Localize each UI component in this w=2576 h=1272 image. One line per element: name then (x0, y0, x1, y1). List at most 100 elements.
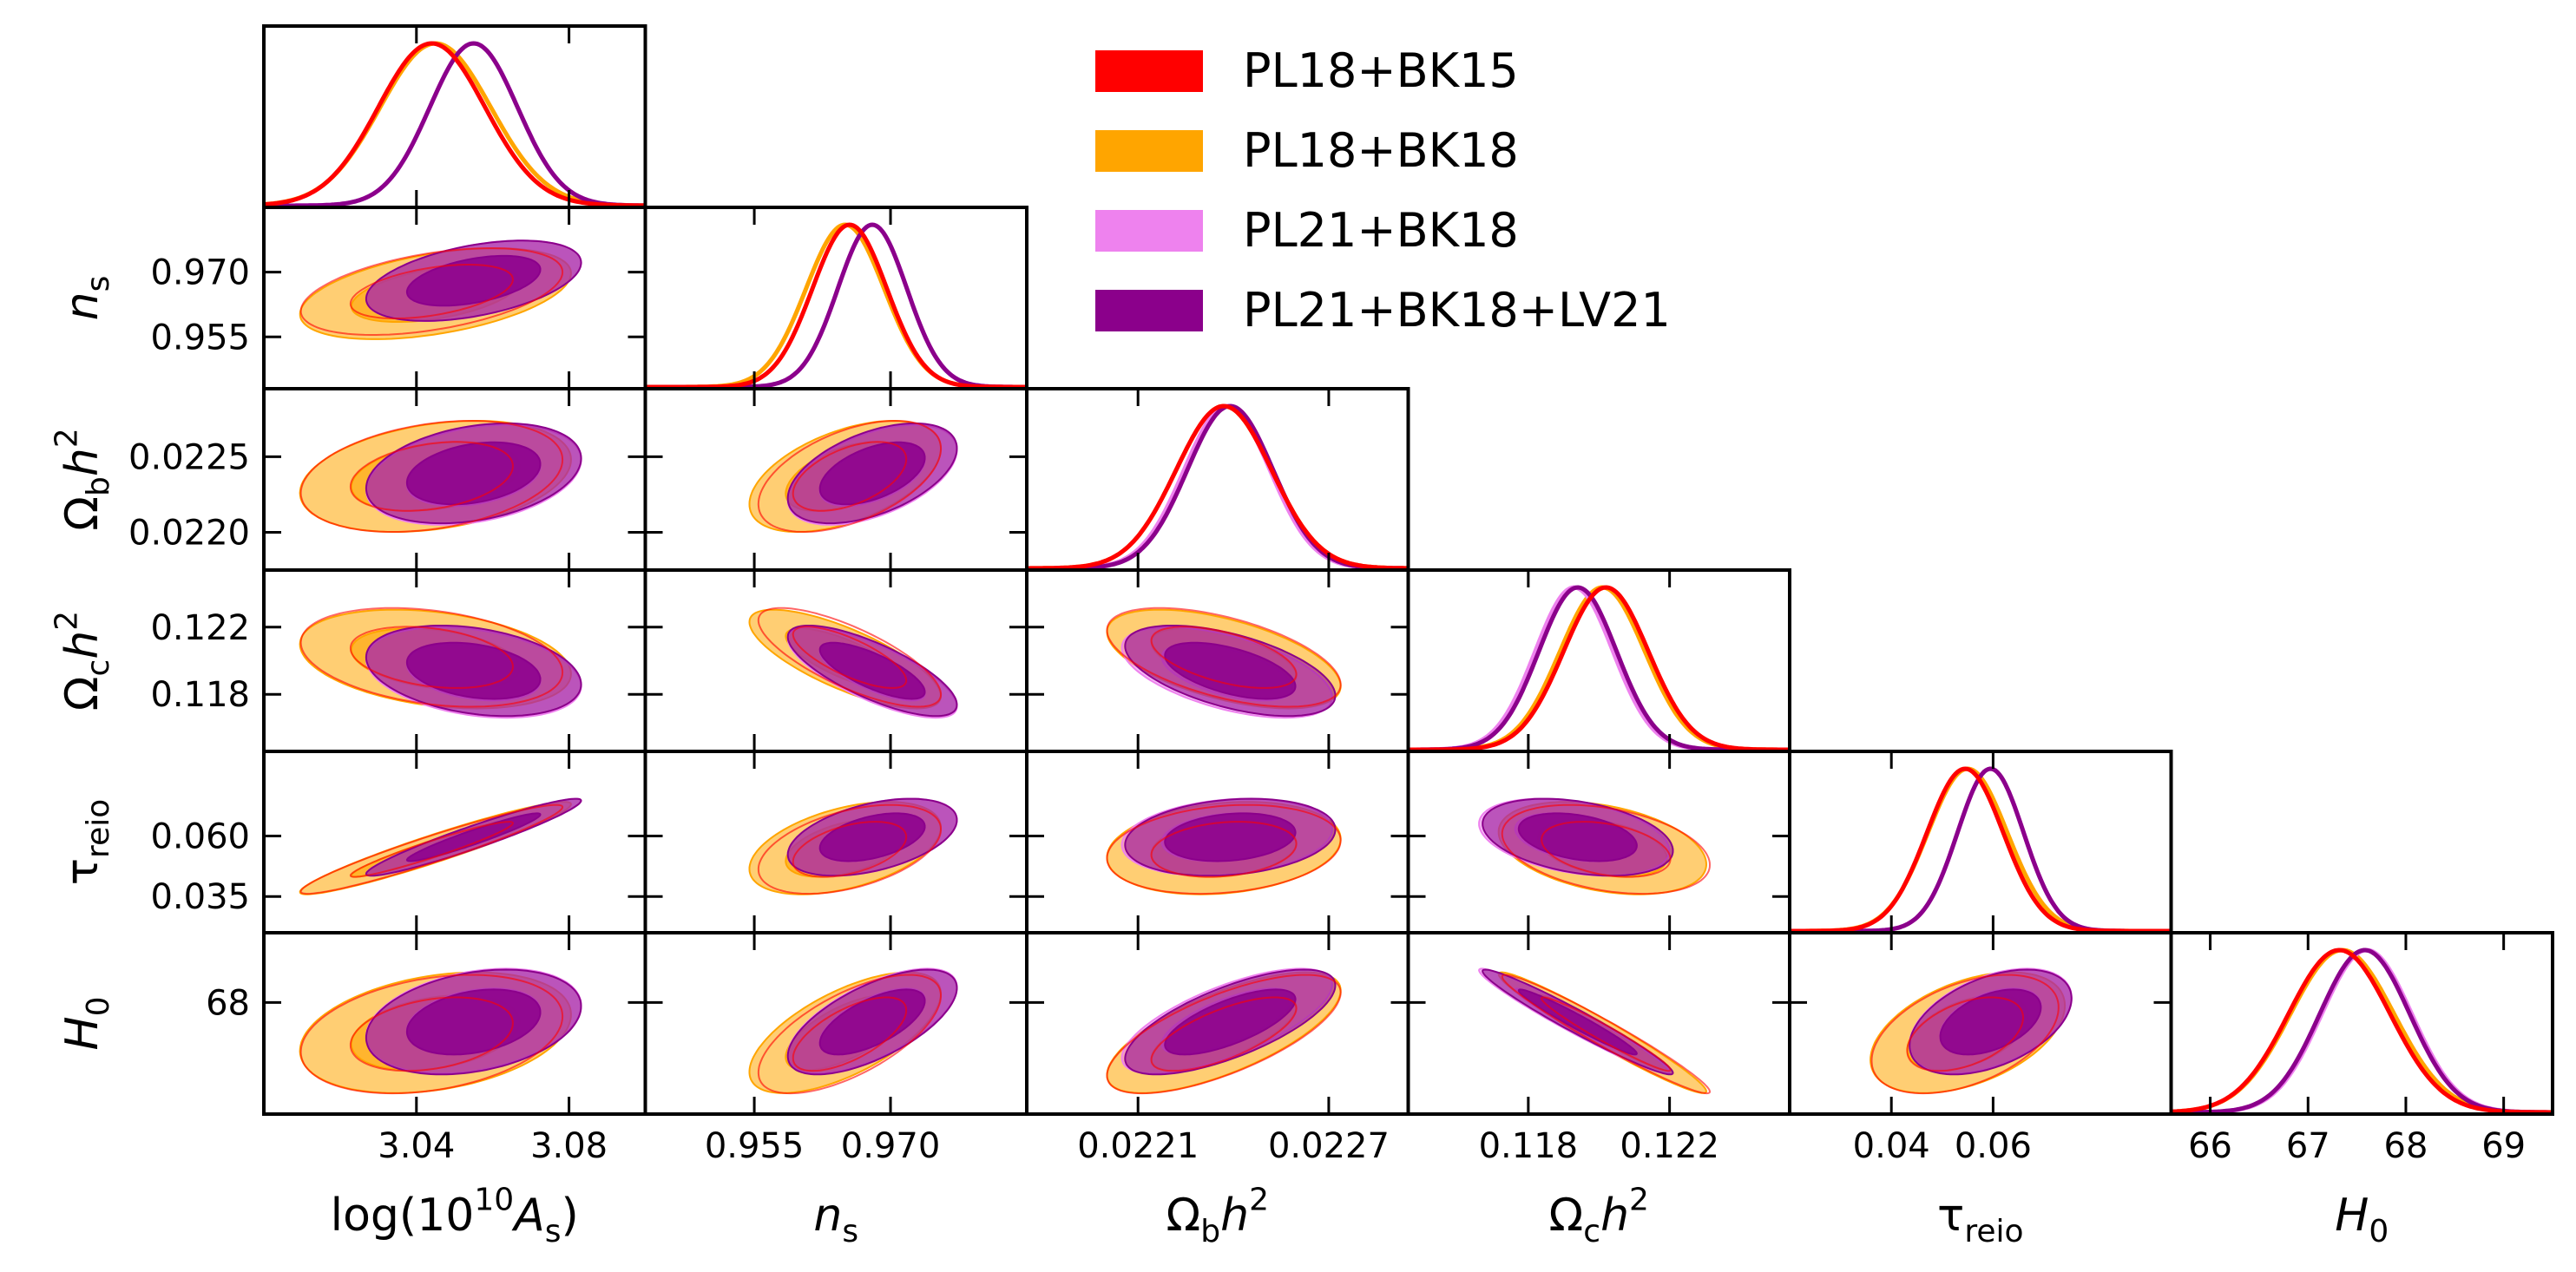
marginal-curve-pl21-bk18-lv21 (1790, 766, 2172, 933)
marginal-curve-pl21-bk18 (1790, 766, 2172, 933)
x-tick-label: 0.06 (1955, 1126, 2032, 1166)
marginal-curve-pl21-bk18-lv21 (2171, 947, 2553, 1114)
corner-plot-panels: 0.9550.9700.02200.02250.1180.1220.0350.0… (128, 24, 2554, 1166)
contour-68-pl18-bk15 (1150, 821, 1298, 878)
contour-68-pl18-bk15 (792, 821, 908, 878)
contour-95-pl18-bk15 (299, 606, 564, 708)
contour-68-pl18-bk15 (792, 626, 908, 689)
contour-95-pl18-bk15 (757, 606, 943, 708)
contour-68-pl21-bk18-lv21 (405, 812, 542, 862)
contour-95-pl18-bk15 (1106, 803, 1342, 895)
panel-omch2-vs-ns (643, 568, 1028, 753)
contour-68-pl18-bk15 (349, 264, 514, 319)
panel-tau-vs-tau (1788, 750, 2173, 934)
contour-68-pl21-bk18-lv21 (1164, 988, 1297, 1056)
marginal-curve-pl21-bk18 (2171, 947, 2553, 1114)
x-axis-label-ns: ns (813, 1190, 858, 1249)
contour-95-pl18-bk15 (1501, 803, 1712, 895)
marginal-curve-pl21-bk18-lv21 (1408, 585, 1790, 751)
contour-95-pl18-bk15 (299, 974, 564, 1095)
panel-ombh2-vs-ombh2 (1025, 387, 1410, 572)
panel-tau-vs-ombh2 (1025, 750, 1410, 934)
marginal-curve-pl21-bk18 (645, 222, 1027, 389)
panel-frame (1406, 568, 1791, 753)
contour-68-pl18-bk15 (1150, 626, 1298, 689)
contour-68-pl21-bk18-lv21 (1164, 641, 1297, 700)
panel-ombh2-vs-ns (643, 387, 1028, 572)
marginal-curve-pl18-bk18 (1027, 403, 1409, 570)
contour-95-pl18-bk15 (1106, 606, 1342, 708)
marginal-curve-pl18-bk18 (1790, 766, 2172, 933)
contour-68-pl18-bk15 (1541, 821, 1672, 878)
panel-H0-vs-logA: 3.04 3.08 68 (206, 931, 647, 1166)
contour-68-pl18-bk15 (1541, 996, 1672, 1072)
panel-H0-vs-H0: 66 67 68 69 (2169, 931, 2554, 1166)
y-tick-label: 0.118 (150, 675, 250, 715)
x-tick-label: 0.970 (841, 1126, 941, 1166)
panel-tau-vs-omch2 (1406, 750, 1791, 934)
panel-omch2-vs-omch2 (1406, 568, 1791, 753)
contour-95-pl18-bk15 (757, 974, 942, 1095)
panel-frame (2169, 931, 2554, 1116)
contour-68-pl18-bk15 (792, 441, 908, 512)
panel-H0-vs-ombh2: 0.0221 0.0227 (1025, 931, 1410, 1166)
x-tick-label: 69 (2481, 1126, 2526, 1166)
y-axis-label-ombh2: Ωbh2 (49, 428, 116, 530)
contour-95-pl18-bk15 (299, 419, 564, 533)
legend-swatch-pl21-bk18-lv21 (1095, 290, 1203, 331)
y-tick-label: 68 (206, 983, 250, 1023)
contour-68-pl21-bk18-lv21 (1939, 988, 2042, 1056)
contour-95-pl18-bk15 (1870, 974, 2060, 1095)
y-tick-label: 0.970 (150, 253, 250, 293)
contour-68-pl18-bk15 (1906, 996, 2025, 1072)
contour-68-pl18-bk15 (1150, 996, 1298, 1072)
x-axis-label-logA: log(1010As) (331, 1183, 579, 1249)
x-tick-label: 0.118 (1479, 1126, 1579, 1166)
marginal-curve-pl21-bk18 (1027, 403, 1409, 570)
panel-logA-vs-logA (262, 24, 647, 209)
panel-omch2-vs-logA: 0.118 0.122 (150, 568, 647, 753)
panel-tau-vs-ns (643, 750, 1028, 934)
contour-95-pl18-bk15 (757, 419, 943, 534)
legend-swatch-pl18-bk18 (1095, 130, 1203, 172)
x-tick-label: 3.08 (530, 1126, 608, 1166)
panel-ombh2-vs-logA: 0.0220 0.0225 (128, 387, 647, 572)
x-tick-label: 0.04 (1853, 1126, 1930, 1166)
y-tick-label: 0.955 (150, 318, 250, 357)
legend-label: PL18+BK15 (1243, 43, 1519, 98)
panel-ns-vs-logA: 0.955 0.970 (150, 206, 647, 390)
contour-95-pl18-bk15 (1501, 974, 1711, 1095)
contour-68-pl18-bk15 (349, 441, 514, 512)
contour-68-pl18-bk15 (349, 821, 514, 878)
contour-68-pl21-bk18-lv21 (405, 641, 542, 700)
marginal-curve-pl18-bk15 (1790, 766, 2172, 933)
legend-label: PL21+BK18 (1243, 203, 1519, 258)
contour-95-pl18-bk15 (1106, 974, 1342, 1095)
marginal-curve-pl21-bk18 (264, 41, 646, 207)
legend-swatch-pl21-bk18 (1095, 210, 1203, 252)
marginal-curve-pl18-bk15 (264, 41, 646, 207)
x-axis-label-tau: τreio (1937, 1190, 2024, 1249)
x-tick-label: 68 (2384, 1126, 2428, 1166)
contour-95-pl18-bk15 (299, 803, 564, 895)
legend-label: PL18+BK18 (1243, 123, 1519, 178)
contour-68-pl21-bk18-lv21 (405, 254, 542, 307)
y-axis-label-ns: ns (56, 276, 116, 321)
y-tick-label: 0.060 (150, 817, 250, 857)
panel-omch2-vs-ombh2 (1025, 568, 1410, 753)
contour-68-pl21-bk18-lv21 (1517, 988, 1638, 1056)
panel-tau-vs-logA: 0.035 0.060 (150, 750, 647, 934)
contour-68-pl21-bk18-lv21 (818, 988, 926, 1056)
marginal-curve-pl18-bk15 (2171, 947, 2553, 1114)
y-tick-label: 0.0225 (128, 437, 250, 477)
x-tick-label: 0.122 (1620, 1126, 1719, 1166)
marginal-curve-pl21-bk18-lv21 (645, 222, 1027, 389)
marginal-curve-pl21-bk18-lv21 (264, 41, 646, 207)
marginal-curve-pl18-bk18 (2171, 947, 2553, 1114)
axis-labels: log(1010As) ns Ωbh2 Ωch2 τreio H0 ns Ωbh2 Ωch2 τr… (49, 276, 2389, 1249)
marginal-curve-pl18-bk15 (1408, 585, 1790, 751)
contour-95-pl18-bk15 (757, 803, 942, 895)
x-tick-label: 0.0227 (1268, 1126, 1390, 1166)
legend-label: PL21+BK18+LV21 (1243, 283, 1671, 338)
